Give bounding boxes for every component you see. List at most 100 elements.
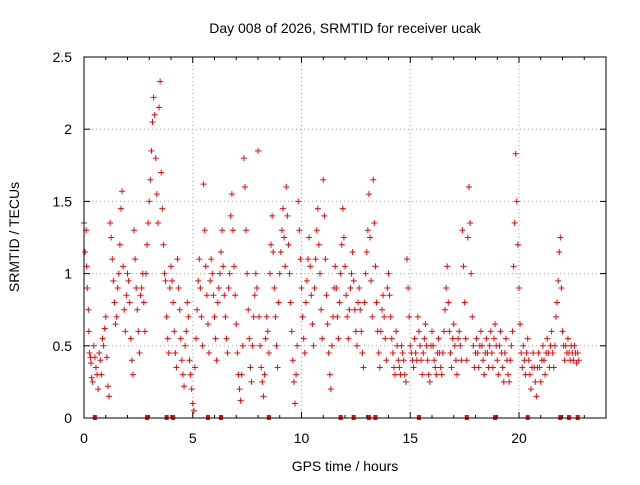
data-point [173,364,180,371]
data-point [348,270,355,277]
data-point [296,227,303,234]
data-point [468,270,475,277]
data-point [359,350,366,357]
data-point [402,378,409,385]
data-point [300,335,307,342]
data-point [448,364,455,371]
data-point [382,335,389,342]
data-point [219,227,226,234]
data-point [264,328,271,335]
data-point [499,364,506,371]
data-point [456,328,463,335]
data-point [224,350,231,357]
data-point [305,256,312,263]
data-point [283,183,290,190]
data-point [561,357,568,364]
data-point [516,285,522,292]
data-point [399,350,406,357]
data-point [157,78,164,85]
data-point [174,256,181,263]
data-point [564,335,571,342]
data-point [269,212,276,219]
data-point [464,234,471,241]
data-point [287,299,294,306]
data-point [228,191,235,198]
data-point [555,277,562,284]
data-point [184,299,191,306]
data-point [246,335,253,342]
data-point [146,198,153,205]
data-point [450,321,457,328]
data-point [232,292,239,299]
data-point [442,306,449,313]
data-point [570,357,577,364]
data-point [256,313,263,320]
data-point [388,335,395,342]
data-point [298,285,305,292]
data-point [202,263,209,270]
data-point [277,248,284,255]
data-point [324,321,331,328]
data-point [128,357,135,364]
data-point [307,263,314,270]
data-point [286,270,293,277]
data-point [389,350,396,357]
data-point [525,357,532,364]
data-point [259,378,266,385]
data-point [431,357,438,364]
data-point [241,183,248,190]
data-point [102,313,109,320]
data-point [168,263,174,270]
data-point [562,342,569,349]
data-point [395,357,402,364]
data-point [142,270,149,277]
data-point [117,205,124,212]
data-point [390,364,397,371]
data-point [127,335,134,342]
axis-tick-labels: 0 5 10 15 20 0 0.5 1 1.5 2 2.5 [53,49,527,446]
data-point [344,313,351,320]
data-point [291,400,298,407]
data-point [457,342,464,349]
data-point [398,342,405,349]
data-point [319,335,326,342]
data-point [418,357,425,364]
data-point [435,335,442,342]
data-point [385,270,392,277]
data-point [533,393,540,400]
data-point [415,328,422,335]
data-point [124,270,131,277]
data-point [257,342,264,349]
data-point [349,248,356,255]
data-point [512,150,519,157]
data-point [148,147,155,154]
data-point [103,354,110,361]
data-point [412,350,419,357]
data-point [240,155,247,162]
data-point [273,342,280,349]
data-point [176,306,183,313]
grid-lines [84,57,606,418]
data-point [161,270,168,277]
data-point [340,234,347,241]
data-point [350,277,357,284]
data-point [132,256,139,263]
data-point [462,335,469,342]
x-axis-label: GPS time / hours [292,458,399,474]
data-point [114,285,121,292]
data-point [238,371,245,378]
data-point [524,335,531,342]
data-point [214,299,221,306]
data-point [353,342,360,349]
data-point [400,357,407,364]
data-point [312,256,319,263]
y-tick-label: 1 [64,266,72,282]
data-point [225,285,232,292]
data-point [459,227,466,234]
data-point [104,383,111,390]
data-point [452,357,459,364]
data-point [380,292,387,299]
data-point [288,328,295,335]
data-point [322,256,329,263]
data-point [526,371,533,378]
